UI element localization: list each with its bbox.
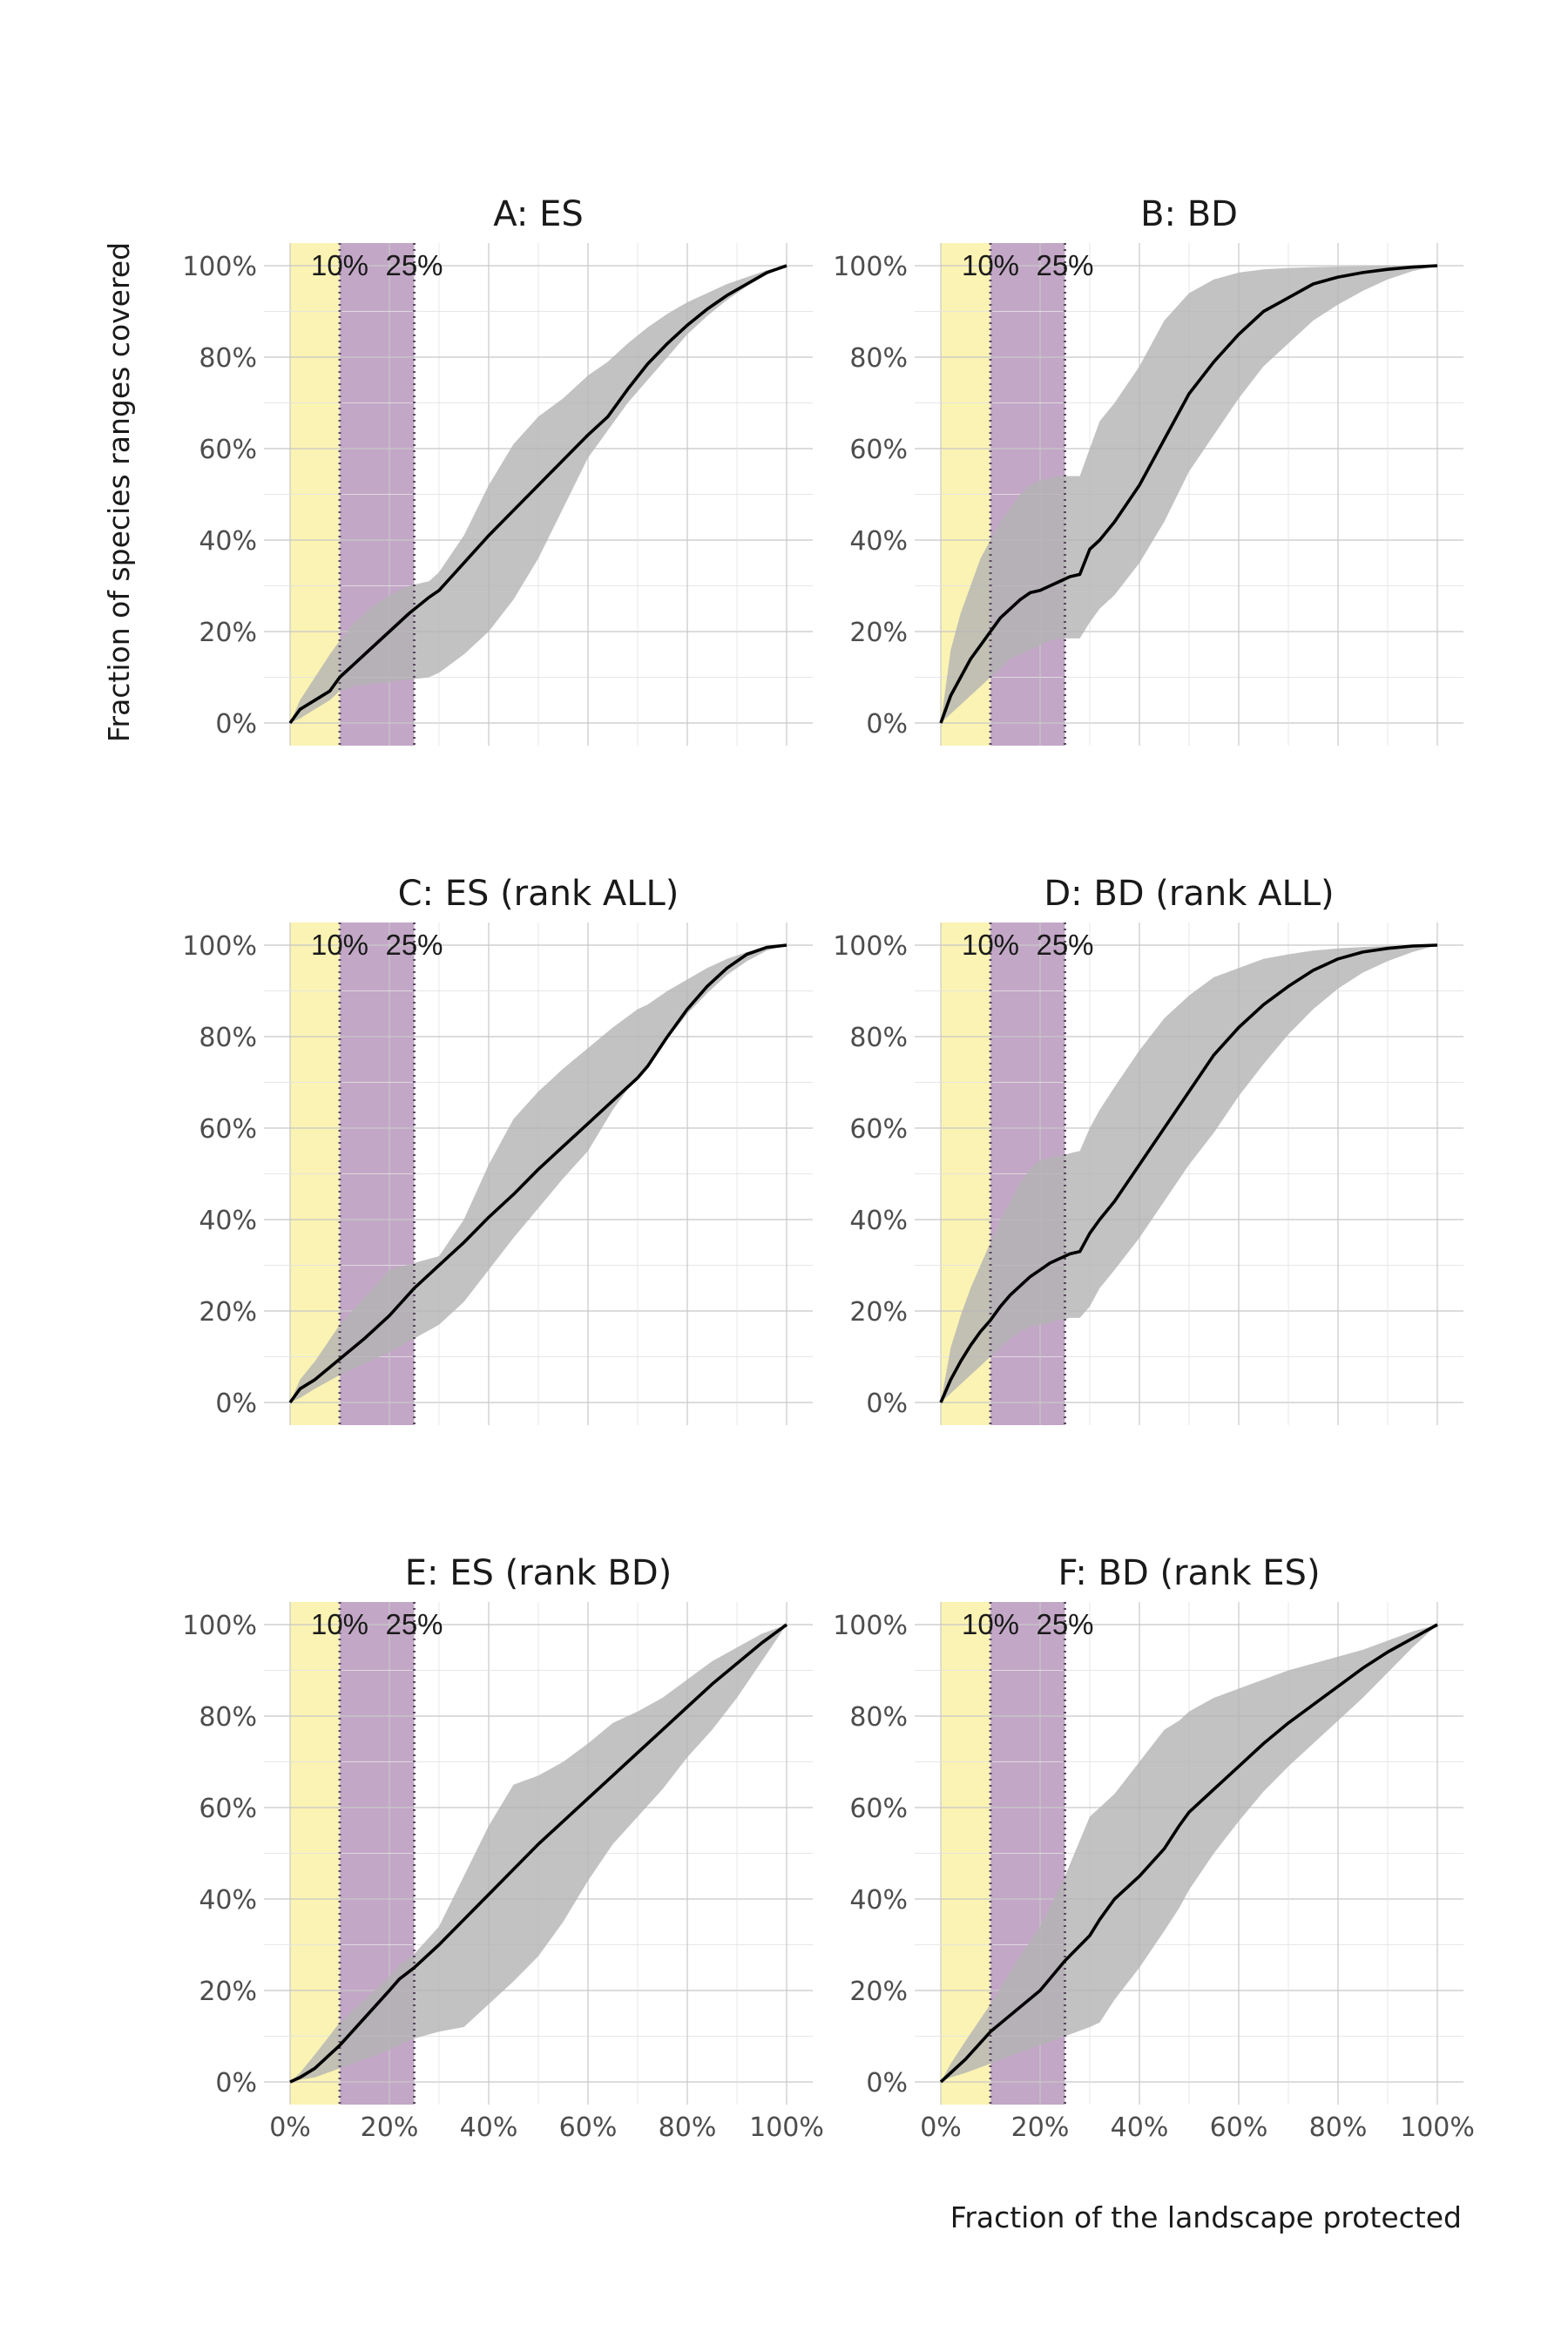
series-line	[289, 1623, 788, 2084]
x-tick-label: 40%	[460, 2112, 518, 2143]
y-tick-label: 40%	[849, 1885, 908, 1916]
y-tick-label: 80%	[849, 1023, 908, 1053]
range-ribbon	[941, 266, 1437, 723]
panel-title: F: BD (rank ES)	[1058, 1553, 1320, 1593]
y-tick-label: 60%	[849, 1114, 908, 1145]
y-tick-label: 40%	[849, 526, 908, 557]
y-tick-label: 60%	[199, 1114, 257, 1145]
y-tick-label: 100%	[182, 252, 257, 282]
x-tick-label: 80%	[1309, 2112, 1368, 2143]
y-tick-label: 60%	[199, 435, 257, 465]
y-tick-label: 100%	[833, 252, 908, 282]
y-tick-label: 80%	[199, 343, 257, 374]
range-ribbon	[941, 945, 1437, 1402]
threshold-label-25: 25%	[385, 929, 443, 961]
y-tick-label: 0%	[215, 1389, 257, 1419]
y-tick-label: 80%	[199, 1702, 257, 1733]
y-tick-label: 20%	[199, 618, 257, 648]
y-tick-label: 40%	[199, 526, 257, 557]
x-tick-label: 20%	[361, 2112, 419, 2143]
x-tick-label: 0%	[269, 2112, 311, 2143]
y-tick-label: 80%	[199, 1023, 257, 1053]
panel-title: E: ES (rank BD)	[405, 1553, 672, 1593]
x-tick-label: 100%	[749, 2112, 824, 2143]
y-tick-label: 40%	[199, 1885, 257, 1916]
threshold-label-25: 25%	[1036, 1608, 1093, 1640]
y-tick-label: 60%	[199, 1794, 257, 1824]
x-axis-title: Fraction of the landscape protected	[950, 2200, 1462, 2234]
threshold-label-25: 25%	[385, 249, 443, 281]
y-tick-label: 0%	[866, 709, 908, 740]
threshold-label-10: 10%	[962, 1608, 1019, 1640]
panel-title: B: BD	[1140, 194, 1238, 234]
series-line	[939, 1623, 1438, 2084]
series-line	[939, 943, 1438, 1403]
x-tick-label: 0%	[920, 2112, 962, 2143]
y-tick-label: 100%	[182, 1611, 257, 1641]
panel-title: D: BD (rank ALL)	[1044, 874, 1334, 914]
x-tick-label: 20%	[1011, 2112, 1070, 2143]
threshold-label-25: 25%	[1036, 929, 1093, 961]
y-tick-label: 100%	[833, 931, 908, 962]
threshold-label-10: 10%	[962, 929, 1019, 961]
threshold-label-10: 10%	[962, 249, 1019, 281]
y-tick-label: 100%	[833, 1611, 908, 1641]
y-tick-label: 60%	[849, 1794, 908, 1824]
y-tick-label: 0%	[215, 2068, 257, 2099]
panel-f: 10% 25% 0% 20% 40% 60% 80% 100% 0% 20% 40% 60% 80% 10…	[833, 1553, 1475, 2143]
y-tick-label: 20%	[199, 1297, 257, 1328]
threshold-label-10: 10%	[311, 929, 368, 961]
series-line	[288, 264, 787, 725]
panel-b: 10% 25% 0% 20% 40% 60% 80% 100% B: BD	[833, 194, 1463, 746]
x-tick-label: 40%	[1111, 2112, 1169, 2143]
y-tick-label: 20%	[199, 1977, 257, 2007]
y-tick-label: 60%	[849, 435, 908, 465]
y-tick-label: 0%	[866, 2068, 908, 2099]
panels: 10% 25% 0% 20% 40% 60% 80% 100% A: ES 10% 25% 0% 20%…	[182, 194, 1475, 2143]
threshold-label-10: 10%	[311, 1608, 368, 1640]
panel-title: C: ES (rank ALL)	[398, 874, 679, 914]
y-tick-label: 20%	[849, 1297, 908, 1328]
x-tick-label: 60%	[559, 2112, 618, 2143]
y-tick-label: 0%	[866, 1389, 908, 1419]
y-axis-title: Fraction of species ranges covered	[102, 242, 136, 742]
threshold-label-10: 10%	[311, 249, 368, 281]
panel-title: A: ES	[493, 194, 584, 234]
x-tick-label: 100%	[1400, 2112, 1475, 2143]
y-tick-label: 20%	[849, 1977, 908, 2007]
panel-a: 10% 25% 0% 20% 40% 60% 80% 100% A: ES	[182, 194, 813, 746]
range-ribbon	[941, 1625, 1437, 2082]
y-tick-label: 80%	[849, 1702, 908, 1733]
y-tick-label: 20%	[849, 618, 908, 648]
y-tick-label: 40%	[849, 1206, 908, 1236]
y-tick-label: 80%	[849, 343, 908, 374]
panel-c: 10% 25% 0% 20% 40% 60% 80% 100% C: ES (rank ALL)	[182, 874, 813, 1425]
x-tick-label: 80%	[659, 2112, 717, 2143]
panel-d: 10% 25% 0% 20% 40% 60% 80% 100% D: BD (rank ALL)	[833, 874, 1463, 1425]
x-tick-label: 60%	[1210, 2112, 1268, 2143]
y-tick-label: 0%	[215, 709, 257, 740]
series-line	[288, 943, 787, 1404]
series-line	[939, 264, 1438, 724]
threshold-label-25: 25%	[1036, 249, 1093, 281]
threshold-label-25: 25%	[385, 1608, 443, 1640]
y-tick-label: 40%	[199, 1206, 257, 1236]
y-tick-label: 100%	[182, 931, 257, 962]
panel-e: 10% 25% 0% 20% 40% 60% 80% 100% 0% 20% 40% 60% 80% 10…	[182, 1553, 824, 2143]
